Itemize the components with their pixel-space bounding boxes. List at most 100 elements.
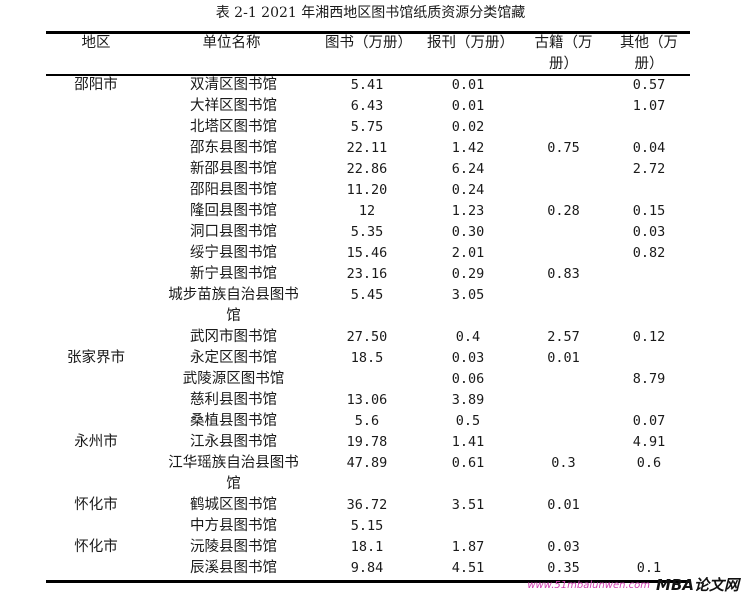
table-row: 武陵源区图书馆 0.06 8.79 [46, 369, 690, 390]
books-cell: 22.11 [346, 140, 388, 156]
table-row: 新宁县图书馆 23.16 0.29 0.83 [46, 264, 690, 285]
table-row: 武冈市图书馆 27.50 0.4 2.57 0.12 [46, 327, 690, 348]
other-cell: 0.15 [632, 203, 666, 219]
papers-cell: 0.5 [455, 413, 481, 429]
ancient-cell: 0.83 [547, 266, 580, 282]
papers-cell: 0.01 [451, 98, 485, 114]
table-row: 城步苗族自治县图书馆 5.45 3.05 [46, 285, 690, 327]
papers-cell: 6.24 [451, 161, 485, 177]
library-name-cell: 江永县图书馆 [190, 434, 277, 450]
papers-cell: 1.42 [451, 140, 485, 156]
library-name-cell: 城步苗族自治县图书馆 [168, 287, 299, 324]
table-row: 桑植县图书馆 5.6 0.5 0.07 [46, 411, 690, 432]
region-cell [46, 222, 146, 243]
other-cell [608, 537, 690, 558]
other-cell: 0.12 [632, 329, 666, 345]
header-region: 地区 [81, 35, 111, 51]
papers-cell: 1.41 [451, 434, 485, 450]
papers-cell: 1.23 [451, 203, 485, 219]
library-name-cell: 江华瑶族自治县图书馆 [168, 455, 299, 492]
region-cell: 怀化市 [74, 497, 118, 513]
library-name-cell: 永定区图书馆 [190, 350, 277, 366]
books-cell: 11.20 [346, 182, 388, 198]
other-cell: 0.04 [632, 140, 666, 156]
table-row: 新邵县图书馆 22.86 6.24 2.72 [46, 159, 690, 180]
library-name-cell: 武冈市图书馆 [190, 329, 277, 345]
library-name-cell: 邵阳县图书馆 [190, 182, 277, 198]
ancient-cell [519, 285, 608, 327]
header-other: 其他（万册） [620, 35, 678, 72]
region-cell [46, 390, 146, 411]
table-row: 邵东县图书馆 22.11 1.42 0.75 0.04 [46, 138, 690, 159]
other-cell: 0.03 [632, 224, 666, 240]
books-cell: 18.1 [350, 539, 384, 555]
library-name-cell: 洞口县图书馆 [190, 224, 277, 240]
other-cell: 0.57 [632, 77, 666, 93]
papers-cell: 4.51 [451, 560, 485, 576]
books-cell: 27.50 [346, 329, 388, 345]
library-name-cell: 新邵县图书馆 [190, 161, 277, 177]
library-name-cell: 隆回县图书馆 [190, 203, 277, 219]
table-title: 表 2-1 2021 年湘西地区图书馆纸质资源分类馆藏 [215, 5, 526, 21]
region-cell [46, 558, 146, 579]
papers-cell: 3.05 [451, 287, 485, 303]
header-books: 图书（万册） [325, 35, 412, 51]
other-cell [608, 285, 690, 327]
books-cell: 9.84 [350, 560, 384, 576]
other-cell: 0.1 [636, 560, 662, 576]
other-cell: 0.07 [632, 413, 666, 429]
books-cell: 13.06 [346, 392, 388, 408]
watermark: www.51mbalunwen.com MBA论文网 [527, 578, 739, 593]
table-row: 大祥区图书馆 6.43 0.01 1.07 [46, 96, 690, 117]
books-cell: 5.6 [354, 413, 380, 429]
other-cell: 0.82 [632, 245, 666, 261]
ancient-cell: 2.57 [547, 329, 580, 345]
other-cell [608, 390, 690, 411]
papers-cell [417, 516, 519, 537]
ancient-cell [519, 96, 608, 117]
ancient-cell [519, 411, 608, 432]
papers-cell: 1.87 [451, 539, 485, 555]
table-row: 辰溪县图书馆 9.84 4.51 0.35 0.1 [46, 558, 690, 579]
papers-cell: 0.24 [451, 182, 485, 198]
region-cell [46, 264, 146, 285]
papers-cell: 0.30 [451, 224, 485, 240]
library-name-cell: 中方县图书馆 [190, 518, 277, 534]
region-cell [46, 516, 146, 537]
ancient-cell [519, 159, 608, 180]
ancient-cell: 0.03 [547, 539, 580, 555]
books-cell: 18.5 [350, 350, 384, 366]
ancient-cell [519, 75, 608, 96]
region-cell [46, 159, 146, 180]
papers-cell: 0.29 [451, 266, 485, 282]
other-cell [608, 117, 690, 138]
other-cell: 8.79 [632, 371, 666, 387]
region-cell: 永州市 [74, 434, 118, 450]
papers-cell: 0.4 [455, 329, 481, 345]
ancient-cell: 0.01 [547, 497, 580, 513]
region-cell: 张家界市 [67, 350, 125, 366]
library-name-cell: 绥宁县图书馆 [190, 245, 277, 261]
other-cell: 0.6 [636, 455, 662, 471]
library-name-cell: 新宁县图书馆 [190, 266, 277, 282]
books-cell: 22.86 [346, 161, 388, 177]
papers-cell: 3.89 [451, 392, 485, 408]
region-cell [46, 411, 146, 432]
region-cell: 怀化市 [74, 539, 118, 555]
books-cell: 6.43 [350, 98, 384, 114]
library-name-cell: 双清区图书馆 [190, 77, 277, 93]
library-name-cell: 桑植县图书馆 [190, 413, 277, 429]
ancient-cell [519, 390, 608, 411]
papers-cell: 2.01 [451, 245, 485, 261]
region-cell [46, 180, 146, 201]
other-cell [608, 516, 690, 537]
table-row: 隆回县图书馆 12 1.23 0.28 0.15 [46, 201, 690, 222]
books-cell: 5.15 [350, 518, 384, 534]
ancient-cell: 0.35 [547, 560, 580, 576]
other-cell: 4.91 [632, 434, 666, 450]
table-row: 中方县图书馆 5.15 [46, 516, 690, 537]
other-cell: 2.72 [632, 161, 666, 177]
books-cell: 15.46 [346, 245, 388, 261]
library-name-cell: 沅陵县图书馆 [190, 539, 277, 555]
table-row: 怀化市 沅陵县图书馆 18.1 1.87 0.03 [46, 537, 690, 558]
